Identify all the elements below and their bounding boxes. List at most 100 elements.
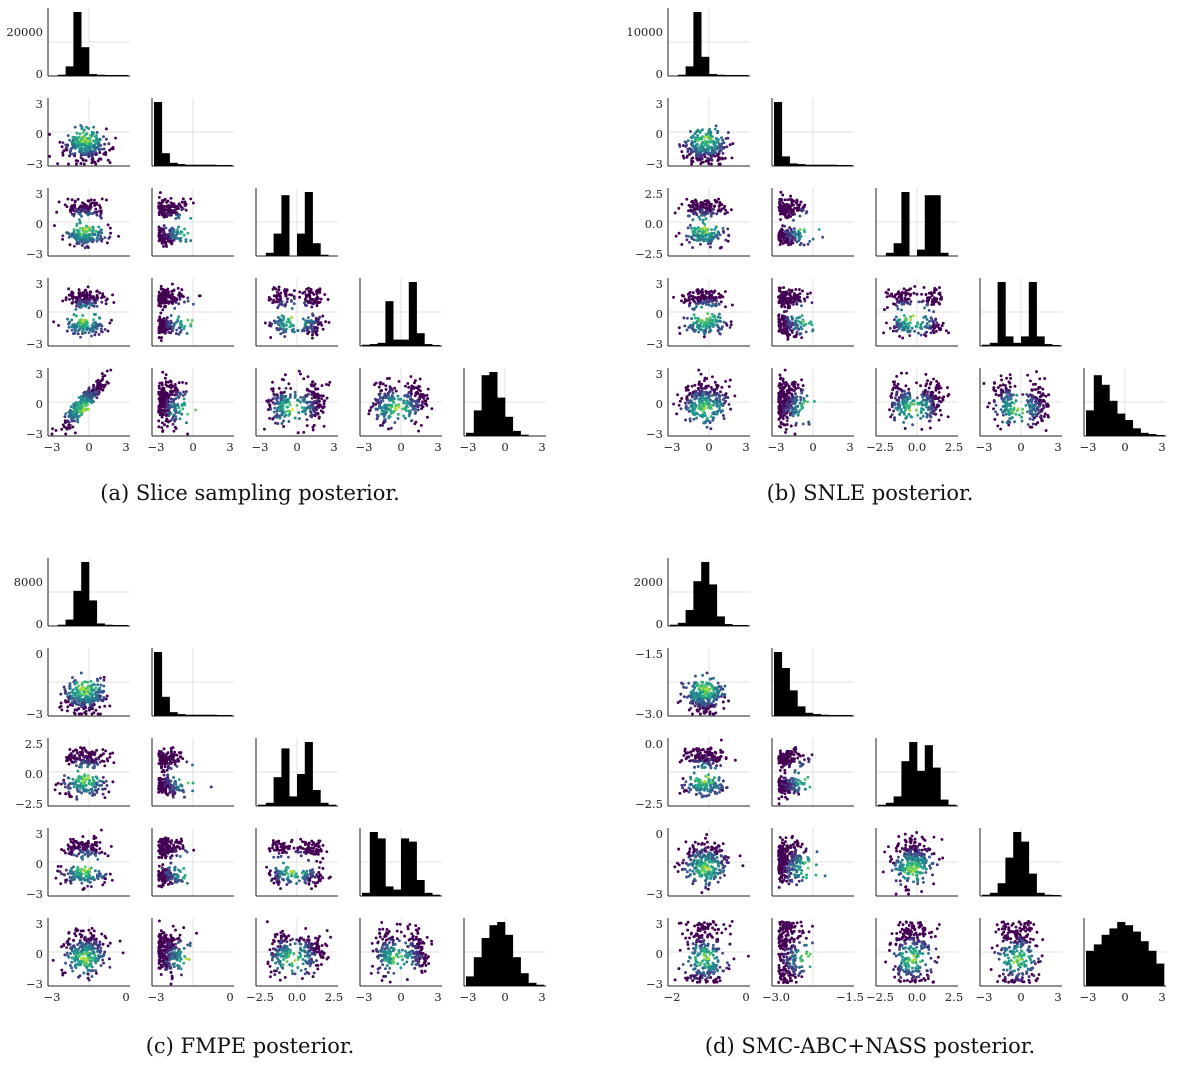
scatter-point bbox=[72, 230, 76, 234]
scatter-point bbox=[788, 326, 792, 330]
scatter-point bbox=[693, 316, 697, 320]
scatter-point bbox=[61, 299, 65, 303]
scatter-point bbox=[167, 206, 171, 210]
scatter-point bbox=[92, 228, 95, 232]
scatter-point bbox=[167, 233, 171, 237]
scatter-point bbox=[278, 317, 282, 321]
scatter-point bbox=[682, 316, 686, 320]
hist-bar bbox=[1021, 336, 1030, 346]
scatter-point bbox=[269, 407, 273, 411]
scatter-point bbox=[885, 306, 889, 310]
scatter-point bbox=[94, 207, 98, 211]
scatter-point bbox=[409, 419, 413, 423]
scatter-point bbox=[705, 230, 709, 234]
scatter-point bbox=[81, 131, 85, 134]
scatter-point bbox=[94, 162, 98, 166]
scatter-point bbox=[185, 421, 188, 425]
scatter-point bbox=[778, 243, 782, 246]
scatter-point bbox=[82, 403, 86, 407]
scatter-point bbox=[704, 289, 708, 293]
scatter-point bbox=[170, 289, 174, 293]
scatter-point bbox=[705, 237, 709, 241]
scatter-point bbox=[304, 412, 308, 416]
scatter-point bbox=[385, 377, 389, 380]
scatter-point bbox=[293, 390, 297, 394]
scatter-point bbox=[281, 411, 285, 415]
scatter-point bbox=[48, 154, 52, 158]
scatter-point bbox=[689, 404, 693, 408]
scatter-point bbox=[166, 398, 170, 402]
scatter-point bbox=[100, 372, 104, 376]
scatter-point bbox=[712, 147, 716, 151]
scatter-point bbox=[696, 386, 700, 390]
scatter-point bbox=[163, 214, 167, 218]
scatter-point bbox=[723, 290, 727, 293]
scatter-point bbox=[722, 141, 726, 145]
scatter-point bbox=[928, 296, 932, 299]
scatter-point bbox=[784, 331, 788, 335]
scatter-point bbox=[73, 154, 77, 158]
scatter-point bbox=[793, 407, 797, 411]
scatter-point bbox=[424, 402, 428, 406]
scatter-point bbox=[189, 322, 193, 326]
scatter-point bbox=[784, 319, 788, 323]
scatter-point bbox=[169, 241, 173, 245]
scatter-point bbox=[708, 325, 712, 329]
scatter-point bbox=[88, 296, 92, 300]
scatter-point bbox=[91, 330, 95, 334]
scatter-point bbox=[103, 236, 107, 240]
scatter-point bbox=[718, 399, 722, 402]
scatter-point bbox=[691, 403, 695, 407]
scatter-point bbox=[61, 423, 65, 427]
scatter-point bbox=[75, 325, 79, 329]
scatter-point bbox=[69, 405, 73, 409]
scatter-point bbox=[789, 403, 793, 407]
scatter-point bbox=[109, 368, 113, 372]
scatter-point bbox=[727, 385, 731, 389]
scatter-point bbox=[410, 392, 413, 396]
scatter-point bbox=[690, 395, 694, 399]
scatter-point bbox=[320, 397, 324, 401]
scatter-point bbox=[287, 320, 291, 324]
scatter-point bbox=[803, 230, 807, 234]
scatter-point bbox=[160, 415, 164, 419]
scatter-point bbox=[48, 132, 52, 136]
scatter-point bbox=[715, 412, 718, 416]
scatter-point bbox=[699, 407, 703, 410]
scatter-point bbox=[927, 308, 931, 312]
scatter-point bbox=[709, 316, 712, 320]
scatter-point bbox=[780, 235, 783, 239]
scatter-point bbox=[779, 190, 783, 194]
scatter-point bbox=[713, 401, 717, 405]
scatter-point bbox=[802, 243, 806, 247]
scatter-point bbox=[269, 399, 273, 403]
scatter-point bbox=[95, 289, 99, 293]
scatter-point bbox=[271, 380, 274, 384]
scatter-point bbox=[182, 397, 186, 401]
scatter-point bbox=[716, 152, 720, 156]
scatter-point bbox=[781, 241, 785, 245]
hist-bar bbox=[497, 397, 506, 436]
scatter-point bbox=[293, 416, 297, 420]
scatter-point bbox=[415, 390, 419, 394]
scatter-point bbox=[695, 320, 699, 324]
scatter-point bbox=[789, 237, 793, 241]
scatter-point bbox=[103, 142, 107, 146]
scatter-point bbox=[53, 224, 56, 228]
scatter-point bbox=[714, 397, 718, 401]
scatter-point bbox=[797, 236, 801, 240]
scatter-point bbox=[885, 321, 888, 325]
scatter-point bbox=[793, 212, 796, 216]
scatter-point bbox=[689, 325, 693, 329]
scatter-point bbox=[169, 314, 173, 317]
y-tick-label: 0 bbox=[656, 127, 663, 141]
hist-bar bbox=[1052, 345, 1061, 346]
scatter-point bbox=[76, 197, 80, 201]
pair-scatter bbox=[255, 278, 338, 347]
scatter-point bbox=[688, 240, 691, 244]
scatter-point bbox=[697, 400, 701, 404]
scatter-point bbox=[312, 384, 316, 388]
y-tick-label: 2.5 bbox=[645, 187, 663, 201]
scatter-point bbox=[777, 295, 781, 299]
scatter-point bbox=[286, 405, 290, 409]
